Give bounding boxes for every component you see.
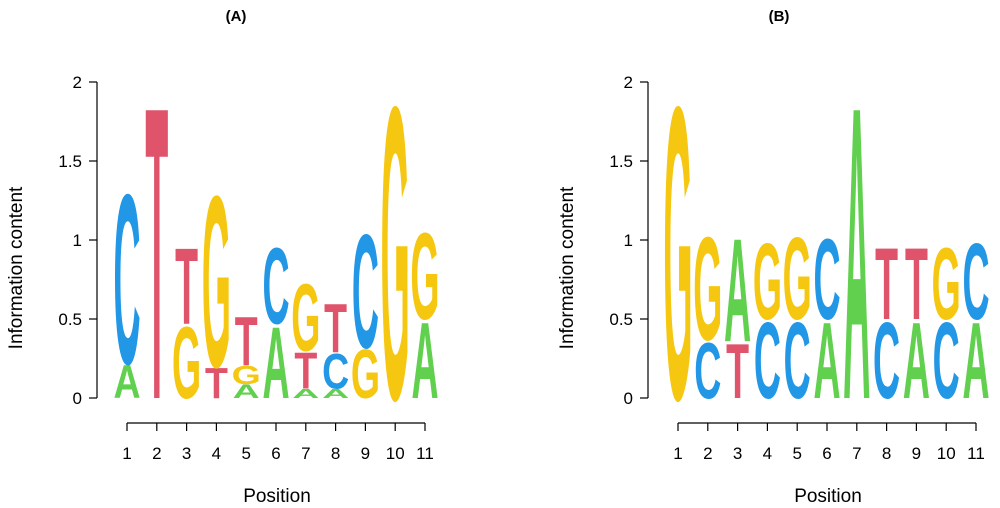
logo-letter-c: C bbox=[322, 344, 349, 399]
y-axis-label: Information content bbox=[6, 186, 27, 349]
logo-letter-g: G bbox=[693, 207, 722, 371]
logo-letter-c: C bbox=[113, 144, 140, 415]
x-tick-label: 2 bbox=[152, 444, 161, 463]
panel-title: (A) bbox=[226, 8, 247, 25]
y-tick-label: 0 bbox=[73, 389, 82, 408]
logo-letter-c: C bbox=[352, 200, 379, 382]
x-tick-label: 5 bbox=[241, 444, 250, 463]
logo-letter-g: G bbox=[932, 229, 961, 342]
x-axis: 1 2 3 4 5 6 7 8 9 10 11 bbox=[122, 422, 434, 463]
logo-letter-t: T bbox=[235, 303, 258, 380]
logo-letter-a: A bbox=[411, 302, 438, 422]
logo-letter-a: A bbox=[813, 302, 840, 422]
logo-letter-c: C bbox=[262, 228, 289, 348]
y-tick-label: 2 bbox=[624, 73, 633, 92]
logo-letter-c: C bbox=[933, 302, 960, 422]
y-axis: 0 0.5 1 1.5 2 bbox=[609, 73, 649, 408]
x-tick-label: 11 bbox=[416, 444, 434, 463]
x-tick-label: 6 bbox=[271, 444, 280, 463]
logo-letter-a: A bbox=[233, 381, 260, 403]
x-tick-label: 4 bbox=[763, 444, 772, 463]
logo-letter-c: C bbox=[754, 302, 781, 422]
x-tick-label: 8 bbox=[331, 444, 340, 463]
logo-letter-a: A bbox=[843, 19, 870, 487]
logo-letter-g: G bbox=[291, 265, 320, 372]
logo-panel-a: (A) Information content Position AC T GTTG… bbox=[6, 8, 440, 507]
logo-letter-a: A bbox=[292, 386, 319, 400]
logo-letter-g: G bbox=[410, 208, 439, 346]
logo-letter-a: A bbox=[962, 302, 989, 422]
logo-letter-t: T bbox=[875, 229, 898, 342]
x-tick-label: 1 bbox=[122, 444, 131, 463]
x-tick-label: 5 bbox=[792, 444, 801, 463]
logo-letter-t: T bbox=[324, 290, 347, 367]
x-tick-label: 3 bbox=[182, 444, 191, 463]
x-tick-label: 9 bbox=[912, 444, 921, 463]
x-tick-label: 4 bbox=[212, 444, 221, 463]
logo-letter-t: T bbox=[294, 341, 317, 400]
y-axis: 0 0.5 1 1.5 2 bbox=[58, 73, 98, 408]
logo-letter-a: A bbox=[903, 302, 930, 422]
x-tick-label: 9 bbox=[361, 444, 370, 463]
y-tick-label: 0.5 bbox=[58, 310, 82, 329]
logo-letter-a: A bbox=[262, 308, 289, 421]
x-tick-label: 10 bbox=[937, 444, 956, 463]
x-tick-label: 7 bbox=[852, 444, 861, 463]
logo-letter-c: C bbox=[813, 217, 840, 345]
logo-letter-t: T bbox=[205, 358, 228, 407]
logo-letter-g: G bbox=[202, 146, 231, 420]
y-tick-label: 1 bbox=[624, 231, 633, 250]
x-tick-label: 8 bbox=[882, 444, 891, 463]
logo-letter-t: T bbox=[145, 19, 168, 487]
y-tick-label: 0.5 bbox=[609, 310, 633, 329]
logo-letter-a: A bbox=[724, 208, 751, 372]
logo-letter-c: C bbox=[873, 302, 900, 422]
logo-letter-g: G bbox=[351, 336, 380, 413]
x-tick-label: 7 bbox=[301, 444, 310, 463]
logo-letter-c: C bbox=[784, 302, 811, 422]
logo-letter-t: T bbox=[905, 229, 928, 342]
logo-letter-c: C bbox=[694, 326, 721, 416]
x-tick-label: 10 bbox=[386, 444, 405, 463]
logo-letter-c: C bbox=[962, 223, 989, 343]
logo-letter-t: T bbox=[726, 328, 749, 415]
logo-letter-g: G bbox=[232, 360, 261, 389]
y-tick-label: 0 bbox=[624, 389, 633, 408]
x-axis: 1 2 3 4 5 6 7 8 9 10 11 bbox=[673, 422, 985, 463]
panel-title: (B) bbox=[769, 8, 790, 25]
y-tick-label: 2 bbox=[73, 73, 82, 92]
x-tick-label: 3 bbox=[733, 444, 742, 463]
logo-letter-g: G bbox=[172, 308, 201, 421]
logo-letter-a: A bbox=[113, 356, 140, 409]
y-tick-label: 1 bbox=[73, 231, 82, 250]
y-tick-label: 1.5 bbox=[609, 152, 633, 171]
y-tick-label: 1.5 bbox=[58, 152, 82, 171]
x-tick-label: 2 bbox=[703, 444, 712, 463]
x-tick-label: 1 bbox=[673, 444, 682, 463]
logo-letter-t: T bbox=[175, 228, 198, 348]
x-tick-label: 6 bbox=[822, 444, 831, 463]
x-axis-label: Position bbox=[794, 486, 862, 507]
logo-letter-g: G bbox=[663, 19, 692, 487]
logo-letter-g: G bbox=[381, 19, 410, 487]
logo-letter-a: A bbox=[322, 386, 349, 400]
x-tick-label: 11 bbox=[967, 444, 985, 463]
logo-letter-g: G bbox=[753, 223, 782, 343]
y-axis-label: Information content bbox=[557, 186, 578, 349]
x-axis-label: Position bbox=[243, 486, 311, 507]
logo-letter-g: G bbox=[783, 214, 812, 345]
